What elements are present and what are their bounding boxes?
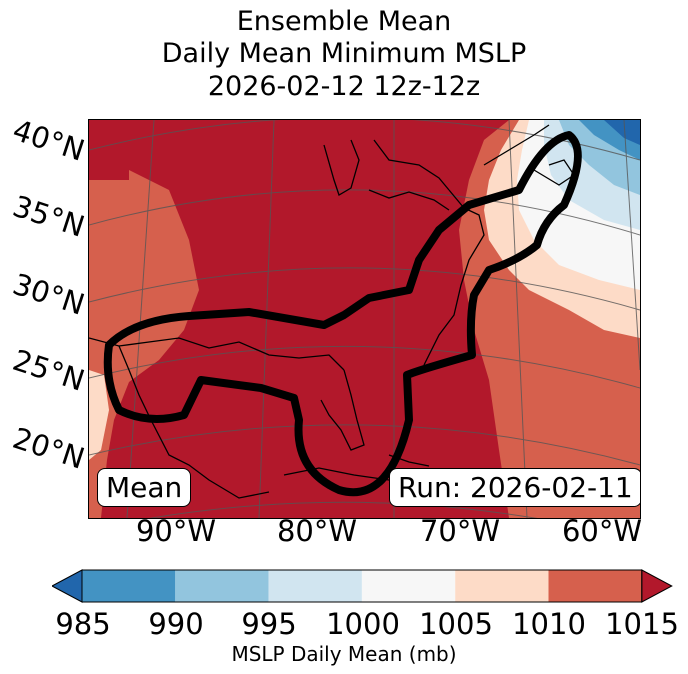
colorbar-tick-1005: 1005 [419,607,493,641]
colorbar-tick-1010: 1010 [512,607,586,641]
title-line-3: 2026-02-12 12z-12z [207,71,481,102]
colorbar-segment [548,570,642,602]
title-line-2: Daily Mean Minimum MSLP [161,38,527,69]
colorbar [52,569,673,603]
lat-label-25: 25°N [8,342,89,398]
lon-label-80w: 80°W [276,514,358,548]
colorbar-tick-1000: 1000 [326,607,400,641]
pressure-field-east-min [604,120,640,145]
colorbar-segment [268,570,362,602]
probability-contour [103,131,582,497]
colorbar-label: MSLP Daily Mean (mb) [231,642,457,666]
colorbar-tick-995: 995 [241,607,297,641]
colorbar-segments [52,569,673,603]
lon-label-90w: 90°W [135,514,217,548]
colorbar-tick-1015: 1015 [605,607,679,641]
lon-label-60w: 60°W [561,514,643,548]
colorbar-extend-low [52,569,83,603]
lon-label-70w: 70°W [419,514,501,548]
run-date-box: Run: 2026-02-11 [389,468,640,507]
colorbar-segment [175,570,269,602]
map-svg [89,120,640,518]
lat-label-35: 35°N [8,188,89,244]
colorbar-tick-990: 990 [148,607,204,641]
colorbar-tick-985: 985 [55,607,111,641]
map-panel: Mean Run: 2026-02-11 [88,119,641,519]
graticule [89,120,640,518]
coastlines [89,124,575,499]
lat-label-40: 40°N [8,112,89,168]
lat-label-30: 30°N [8,266,89,322]
mean-label-box: Mean [97,468,192,507]
colorbar-extend-high [641,569,673,603]
pressure-field-west-1010 [89,170,199,518]
lat-label-20: 20°N [8,420,89,476]
colorbar-segment [361,570,456,602]
pressure-field-west-1005 [89,370,109,460]
colorbar-segment [82,570,176,602]
title-line-1: Ensemble Mean [236,6,452,37]
colorbar-outline [81,569,643,603]
colorbar-segment [455,570,549,602]
